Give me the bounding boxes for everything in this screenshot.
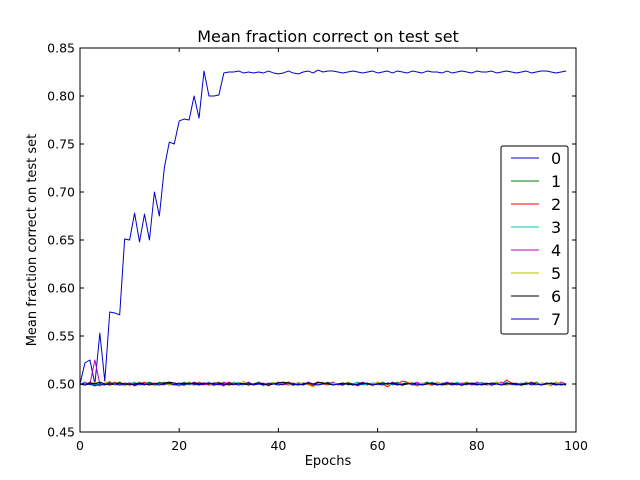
series-line-7: [79, 382, 567, 387]
chart-title: Mean fraction correct on test set: [197, 27, 459, 46]
y-tick-label: 0.80: [47, 89, 75, 104]
plot-area: 0 20 40 60 80 1000.450.500.550.600.650.700.75…: [47, 41, 588, 454]
y-axis-label: Mean fraction correct on test set: [25, 134, 40, 347]
legend-label: 6: [551, 287, 561, 306]
y-tick-label: 0.65: [47, 233, 75, 248]
legend-label: 0: [551, 149, 561, 168]
legend-label: 1: [551, 172, 561, 191]
y-tick-label: 0.85: [47, 41, 75, 56]
series-line-4: [79, 359, 567, 386]
y-tick-label: 0.70: [47, 185, 75, 200]
legend-label: 2: [551, 195, 561, 214]
legend-box: [500, 145, 569, 335]
series-line-6: [79, 381, 567, 386]
x-tick-label: 40: [270, 438, 286, 453]
legend-label: 4: [551, 241, 561, 260]
x-tick-label: 20: [171, 438, 187, 453]
y-tick-label: 0.45: [47, 425, 75, 440]
legend-label: 5: [551, 264, 561, 283]
y-tick-label: 0.55: [47, 329, 75, 344]
x-tick-label: 60: [370, 438, 386, 453]
legend-label: 7: [551, 310, 561, 329]
x-tick-label: 80: [469, 438, 485, 453]
y-tick-label: 0.75: [47, 137, 75, 152]
x-tick-label: 0: [76, 438, 84, 453]
legend-label: 3: [551, 218, 561, 237]
x-tick-label: 100: [564, 438, 588, 453]
y-tick-label: 0.60: [47, 281, 75, 296]
legend: 0 1 2 3 4 5 6 7: [500, 145, 569, 335]
y-tick-label: 0.50: [47, 377, 75, 392]
series-line-0: [79, 69, 567, 385]
x-axis-label: Epochs: [305, 454, 352, 469]
